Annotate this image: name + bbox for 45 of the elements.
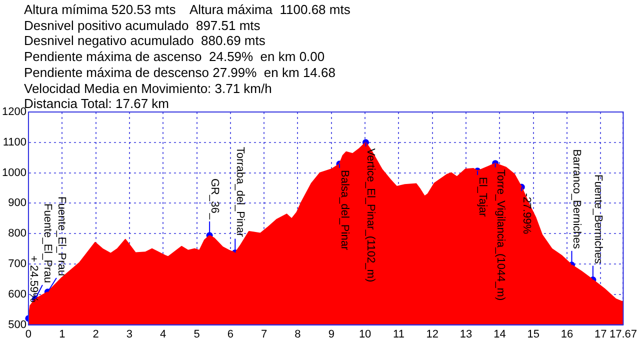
annotation: El_Tajar bbox=[476, 176, 488, 218]
x-tick-label: 17 bbox=[594, 328, 607, 340]
text: Altura mímima 520.53 mts Altura máxima 1100.68 mts bbox=[24, 2, 350, 18]
x-tick-label: 1 bbox=[59, 328, 66, 340]
text: Desnivel negativo acumulado 880.69 mts bbox=[24, 33, 266, 50]
y-tick-label: 800 bbox=[8, 228, 26, 240]
x-tick-label: 6 bbox=[227, 328, 234, 340]
x-tick-label: 17.67 bbox=[609, 328, 637, 340]
text: Velocidad Media en Movimiento: 3.71 km/h bbox=[24, 80, 273, 96]
x-tick-label: 2 bbox=[92, 328, 99, 340]
y-tick-label: 600 bbox=[8, 288, 26, 300]
annotation: -27.99% bbox=[520, 193, 533, 234]
annotation: Torraba_del_Pinar bbox=[234, 146, 246, 238]
y-tick-label: 900 bbox=[8, 197, 26, 210]
x-tick-label: 8 bbox=[294, 328, 301, 340]
y-tick-label: 1000 bbox=[2, 166, 26, 179]
text: Desnivel positivo acumulado 897.51 mts bbox=[24, 18, 262, 34]
x-tick-label: 10 bbox=[358, 328, 372, 340]
y-tick-label: 700 bbox=[8, 258, 26, 270]
annotation: Torre_Vigilancia_(1044_m) bbox=[494, 169, 506, 301]
annotation: GR_36_ bbox=[208, 178, 221, 220]
x-tick-label: 14 bbox=[494, 328, 506, 340]
x-tick-label: 7 bbox=[261, 328, 268, 340]
x-tick-label: 16 bbox=[560, 328, 574, 340]
x-tick-label: 15 bbox=[527, 328, 540, 340]
x-tick-label: 3 bbox=[126, 328, 133, 340]
text: Pendiente máxima de ascenso 24.59% en km 0.00 bbox=[24, 49, 326, 65]
y-tick-label: 500 bbox=[8, 318, 26, 331]
annotation: Barranco_Berniches bbox=[570, 149, 583, 250]
annotation: Balsa_del_Pinar bbox=[338, 170, 350, 250]
annotation: Fuente_El_Prau bbox=[55, 196, 68, 276]
annotation: Vertice_El_Pinar_(1102_m) bbox=[364, 148, 377, 282]
text: Pendiente máxima de descenso 27.99% en km 14.68 bbox=[24, 64, 336, 81]
x-tick-label: 13 bbox=[460, 328, 472, 340]
annotation: Fuente_El_Prau bbox=[41, 203, 54, 283]
x-tick-label: 4 bbox=[160, 328, 166, 340]
x-tick-label: 5 bbox=[194, 328, 200, 340]
annotation: + 24.59% bbox=[27, 256, 40, 303]
y-tick-label: 1200 bbox=[2, 106, 26, 118]
x-tick-label: 9 bbox=[328, 328, 334, 340]
x-tick-label: 12 bbox=[426, 328, 439, 340]
y-tick-label: 1100 bbox=[2, 136, 26, 148]
x-tick-label: 0 bbox=[25, 328, 32, 340]
x-tick-label: 11 bbox=[393, 328, 404, 340]
annotation: Fuente_Berniches bbox=[592, 174, 604, 264]
